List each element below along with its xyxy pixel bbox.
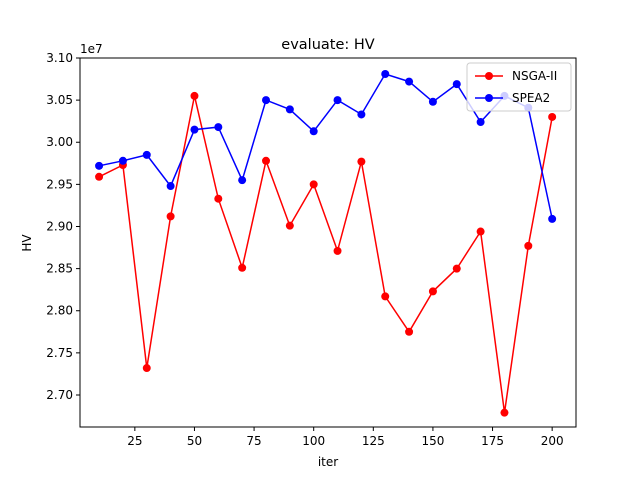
data-point-spea2	[190, 125, 199, 134]
data-point-spea2	[357, 110, 366, 119]
data-point-spea2	[476, 118, 485, 127]
data-point-spea2	[333, 96, 342, 105]
y-tick-label: 3.00	[46, 135, 73, 149]
data-point-nsga-ii	[405, 327, 414, 336]
data-point-nsga-ii	[476, 227, 485, 236]
data-point-spea2	[214, 123, 223, 132]
data-point-spea2	[548, 214, 557, 223]
y-tick-label: 2.90	[46, 219, 73, 233]
x-tick-label: 75	[246, 434, 261, 448]
y-axis-ticks: 2.70 2.75 2.80 2.85 2.90 2.95 3.00 3.05 3.10	[46, 51, 80, 402]
data-point-nsga-ii	[357, 157, 366, 166]
data-point-spea2	[405, 77, 414, 86]
data-point-nsga-ii	[95, 172, 104, 181]
x-tick-label: 200	[541, 434, 564, 448]
x-tick-label: 50	[187, 434, 202, 448]
y-tick-label: 2.95	[46, 177, 73, 191]
data-point-nsga-ii	[142, 364, 151, 373]
x-tick-label: 125	[362, 434, 385, 448]
data-point-spea2	[142, 150, 151, 159]
legend-marker	[485, 72, 493, 80]
y-tick-label: 2.80	[46, 304, 73, 318]
data-point-spea2	[309, 127, 318, 136]
data-point-spea2	[238, 176, 247, 185]
legend-marker	[485, 94, 493, 102]
legend: NSGA-II SPEA2	[466, 62, 572, 112]
series-layer	[95, 70, 557, 417]
y-tick-label: 3.05	[46, 93, 73, 107]
legend-box	[466, 62, 572, 112]
data-point-spea2	[285, 105, 294, 114]
legend-label: SPEA2	[512, 91, 550, 105]
data-point-nsga-ii	[262, 156, 270, 165]
data-point-spea2	[381, 70, 390, 79]
x-tick-label: 25	[127, 434, 142, 448]
data-point-nsga-ii	[309, 180, 318, 189]
x-tick-label: 100	[302, 434, 325, 448]
chart-title: evaluate: HV	[281, 37, 374, 53]
data-point-spea2	[428, 97, 437, 106]
series-line-spea2	[98, 73, 553, 220]
data-point-nsga-ii	[381, 292, 390, 301]
data-point-spea2	[262, 96, 270, 105]
y-offset-label: 1e7	[80, 42, 103, 56]
legend-label: NSGA-II	[512, 69, 557, 83]
data-point-nsga-ii	[285, 221, 294, 230]
y-axis-title: HV	[20, 234, 34, 252]
data-point-spea2	[95, 161, 104, 170]
x-tick-label: 175	[481, 434, 504, 448]
data-point-spea2	[166, 182, 175, 191]
data-point-nsga-ii	[214, 194, 223, 203]
data-point-spea2	[118, 156, 127, 165]
series-line-nsga-ii	[98, 95, 553, 413]
data-point-spea2	[452, 80, 461, 89]
y-tick-label: 2.75	[46, 346, 73, 360]
data-point-nsga-ii	[238, 263, 247, 272]
x-tick-label: 150	[421, 434, 444, 448]
data-point-nsga-ii	[500, 408, 509, 417]
x-axis-title: iter	[318, 455, 338, 469]
x-axis-ticks: 25 50 75 100 125 150 175 200	[127, 427, 564, 448]
data-point-nsga-ii	[190, 91, 199, 100]
data-point-nsga-ii	[452, 264, 461, 273]
data-point-nsga-ii	[548, 112, 557, 121]
data-point-nsga-ii	[333, 246, 342, 255]
y-tick-label: 3.10	[46, 51, 73, 65]
data-point-nsga-ii	[428, 287, 437, 296]
plot-area-frame	[79, 57, 577, 428]
data-point-nsga-ii	[166, 212, 175, 221]
y-tick-label: 2.85	[46, 262, 73, 276]
y-tick-label: 2.70	[46, 388, 73, 402]
data-point-nsga-ii	[524, 241, 533, 250]
